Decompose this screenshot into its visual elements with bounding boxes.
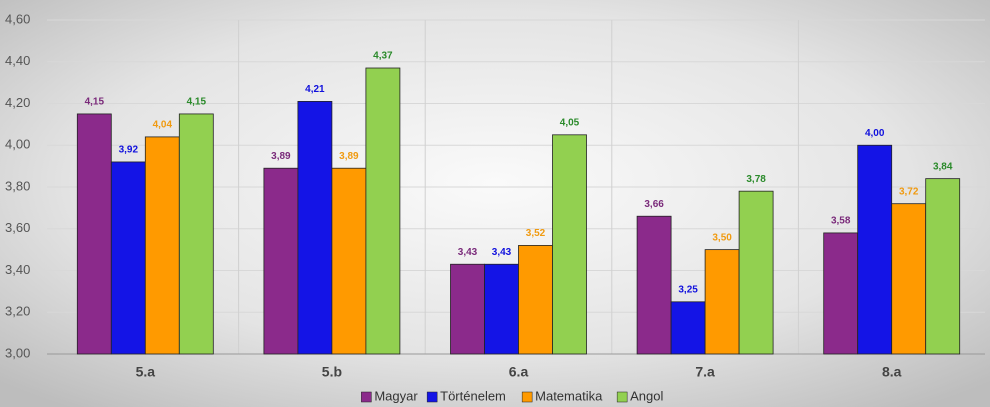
bar	[925, 178, 961, 355]
bar	[110, 161, 146, 355]
y-tick-label: 3,00	[5, 345, 30, 360]
legend-label: Magyar	[374, 388, 418, 403]
legend-label: Történelem	[440, 388, 506, 403]
y-tick-label: 3,80	[5, 178, 30, 193]
legend-label: Matematika	[535, 388, 603, 403]
value-label: 3,50	[712, 232, 732, 243]
value-label: 4,15	[187, 97, 207, 108]
value-label: 3,52	[526, 228, 546, 239]
bar	[704, 249, 740, 355]
bar	[857, 144, 893, 355]
bar	[670, 301, 706, 355]
legend-swatch	[426, 391, 438, 403]
bar	[891, 203, 927, 355]
value-label: 4,00	[865, 128, 885, 139]
y-tick-label: 4,40	[5, 53, 30, 68]
x-tick-label: 5.b	[322, 364, 342, 380]
y-tick-label: 3,40	[5, 262, 30, 277]
y-tick-label: 3,60	[5, 220, 30, 235]
bar	[263, 167, 299, 355]
bar	[823, 232, 859, 355]
bar	[450, 263, 485, 355]
value-label: 4,15	[85, 97, 105, 108]
value-label: 4,37	[373, 51, 393, 62]
y-tick-label: 3,20	[5, 304, 30, 319]
x-tick-label: 6.a	[509, 364, 529, 380]
value-label: 3,89	[339, 151, 359, 162]
value-label: 3,72	[899, 186, 919, 197]
bar	[331, 167, 367, 355]
y-tick-label: 4,00	[5, 137, 30, 152]
legend-swatch	[616, 391, 628, 403]
bar	[178, 113, 214, 355]
bar	[518, 245, 553, 355]
value-label: 3,66	[644, 199, 664, 210]
bar	[297, 101, 333, 355]
legend-swatch	[361, 391, 372, 403]
y-tick-label: 4,60	[5, 11, 30, 26]
value-label: 3,25	[678, 284, 698, 295]
value-label: 4,05	[560, 117, 580, 128]
bar	[738, 190, 774, 355]
x-tick-label: 7.a	[695, 364, 715, 380]
x-tick-label: 5.a	[136, 364, 156, 380]
value-label: 4,21	[305, 84, 325, 95]
bar	[484, 263, 519, 355]
bar	[144, 136, 180, 355]
value-label: 3,78	[746, 174, 766, 185]
value-label: 3,92	[119, 145, 139, 156]
legend-label: Angol	[630, 388, 663, 403]
value-label: 3,58	[831, 216, 851, 227]
value-label: 3,89	[271, 151, 291, 162]
legend-swatch	[521, 391, 533, 403]
x-tick-label: 8.a	[882, 364, 902, 380]
y-tick-label: 4,20	[5, 95, 30, 110]
value-label: 3,43	[458, 247, 478, 258]
bar	[365, 67, 401, 355]
value-label: 3,43	[492, 247, 512, 258]
value-label: 4,04	[153, 120, 173, 131]
bar	[76, 113, 112, 355]
bar	[636, 215, 672, 355]
value-label: 3,84	[933, 161, 953, 172]
bar	[552, 134, 587, 355]
